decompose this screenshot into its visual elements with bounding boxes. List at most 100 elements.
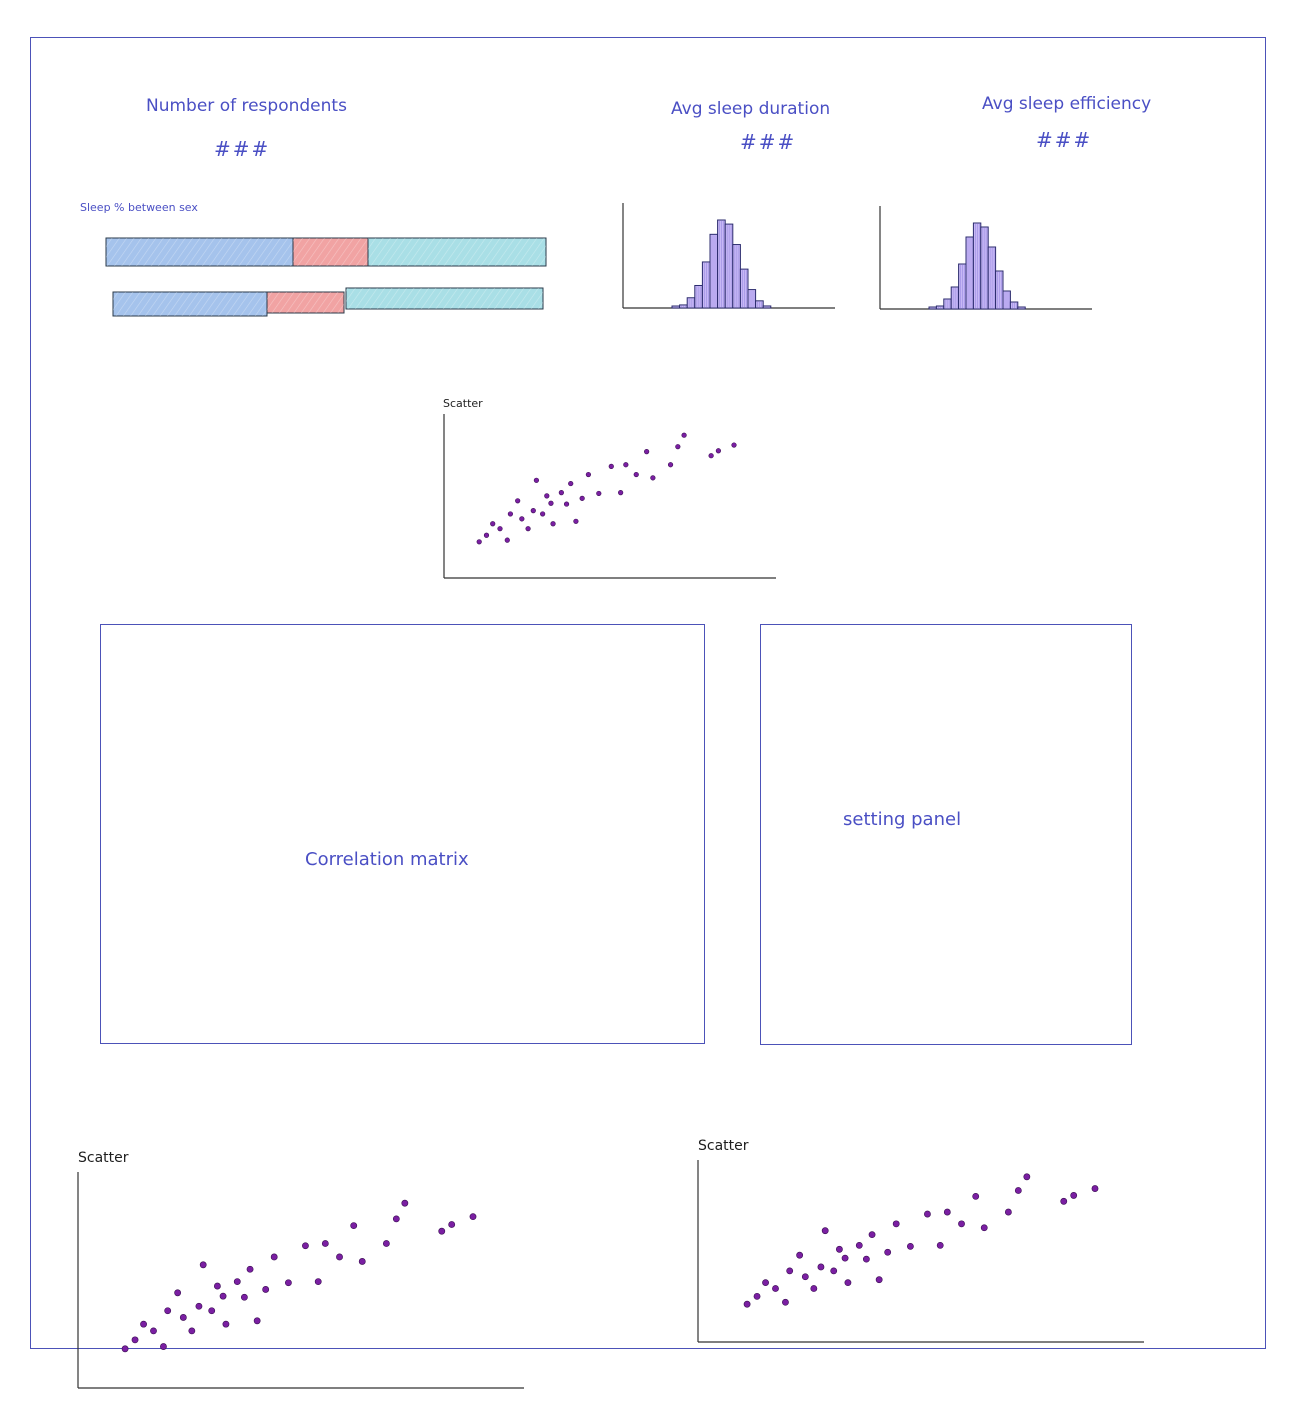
scatter-top-point (650, 475, 656, 481)
scatter-br-point (810, 1285, 818, 1292)
scatter-top-point (568, 480, 574, 487)
scatter-br-point (875, 1276, 883, 1284)
scatter-top-point (504, 537, 510, 543)
scatter-bl-point (253, 1317, 261, 1325)
scatter-bl-point (302, 1242, 309, 1250)
scatter-br-point (958, 1220, 965, 1228)
scatter-bl-point (469, 1213, 477, 1221)
scatter-top-point (667, 462, 674, 468)
scatter-bl-point (448, 1221, 456, 1228)
scatter-top-point (483, 532, 490, 538)
scatter-top-point (507, 511, 513, 517)
efficiency-hist-bar (1017, 306, 1026, 310)
scatter-bl-point (188, 1327, 196, 1335)
efficiency-hist-bar (928, 306, 937, 310)
scatter-bl-point (195, 1302, 203, 1310)
efficiency-hist-bar (1009, 301, 1019, 310)
scatter-top-point (530, 508, 536, 514)
kpi-sleep-efficiency-value: ### (1036, 128, 1093, 152)
scatter-br-point (830, 1267, 838, 1275)
scatter-bl-point (350, 1222, 358, 1229)
scatter-bl-point (233, 1278, 241, 1285)
scatter-bl-point (270, 1253, 278, 1261)
scatter-top-point (585, 471, 591, 478)
scatter-top-point (675, 444, 681, 450)
scatter-br-point (753, 1292, 761, 1300)
scatter-bl-point (164, 1307, 172, 1315)
scatter-br-point (980, 1224, 988, 1232)
scatter-top-point (476, 539, 482, 545)
scatter-br-point (1070, 1192, 1078, 1199)
duration-hist-bar (671, 305, 681, 309)
sex-bar-row-1 (105, 237, 547, 267)
scatter-bl-point (382, 1240, 390, 1247)
scatter-br-point (892, 1220, 900, 1228)
scatter-br-point (906, 1242, 914, 1250)
setting-panel[interactable]: setting panel (760, 624, 1132, 1045)
scatter-br-point (1060, 1197, 1068, 1205)
duration-hist-bar (755, 300, 764, 309)
scatter-top-point (548, 500, 554, 506)
sex-chart-title: Sleep % between sex (80, 201, 198, 214)
scatter-bl-point (131, 1336, 139, 1344)
scatter-top-title: Scatter (443, 397, 483, 410)
scatter-br-point (1014, 1187, 1022, 1194)
kpi-sleep-duration-value: ### (740, 130, 797, 154)
scatter-bl-point (174, 1289, 182, 1297)
scatter-br-point (786, 1267, 794, 1275)
scatter-br-point (943, 1208, 951, 1216)
scatter-top-point (708, 453, 714, 459)
scatter-br-point (1004, 1208, 1012, 1216)
kpi-sleep-duration-title: Avg sleep duration (671, 99, 831, 119)
sleep-efficiency-histogram (879, 206, 1092, 310)
scatter-bl-point (321, 1240, 329, 1247)
scatter-br-point (1091, 1185, 1099, 1192)
scatter-bl-point (208, 1307, 216, 1315)
scatter-top-point (515, 498, 521, 504)
scatter-br-point (844, 1279, 852, 1287)
scatter-bl-point (438, 1227, 446, 1235)
scatter-bl-point (150, 1327, 157, 1335)
scatter-top-point (579, 495, 585, 501)
scatter-br-point (835, 1245, 843, 1253)
correlation-matrix-panel[interactable]: Correlation matrix (100, 624, 705, 1044)
scatter-top-point (544, 493, 550, 499)
duration-hist-bar (739, 268, 749, 309)
efficiency-hist-bar (995, 270, 1004, 310)
scatter-bl-point (284, 1279, 292, 1287)
scatter-top-point (715, 448, 722, 454)
scatter-br-point (821, 1227, 829, 1235)
scatter-br-point (1023, 1173, 1031, 1181)
scatter-br-point (855, 1242, 863, 1249)
sleep-duration-histogram (622, 203, 835, 309)
duration-hist-bar (747, 289, 757, 309)
scatter-bl-point (140, 1320, 147, 1328)
scatter-top-point (540, 511, 546, 517)
scatter-bl-point (246, 1265, 254, 1273)
kpi-respondents-value: ### (214, 137, 271, 161)
scatter-br-point (924, 1210, 931, 1218)
kpi-sleep-efficiency-title: Avg sleep efficiency (982, 94, 1152, 114)
scatter-top-point (731, 442, 737, 448)
scatter-bottom-right-title: Scatter (698, 1138, 749, 1154)
scatter-top-point (596, 490, 602, 497)
scatter-bl-point (240, 1293, 248, 1301)
scatter-top-point (681, 432, 687, 438)
scatter-br-point (884, 1248, 892, 1256)
scatter-top-point (497, 526, 503, 532)
scatter-top-point (618, 489, 624, 496)
scatter-top-point (644, 448, 650, 455)
scatter-bl-point (222, 1320, 230, 1328)
scatter-bl-point (199, 1261, 207, 1269)
scatter-bottom-left-plot (77, 1172, 524, 1389)
scatter-top-point (533, 477, 539, 483)
scatter-bl-point (401, 1199, 409, 1207)
scatter-bl-point (358, 1258, 366, 1265)
scatter-bl-point (160, 1343, 167, 1350)
scatter-br-point (972, 1193, 980, 1200)
scatter-bottom-right-plot (697, 1160, 1144, 1343)
scatter-top-point (558, 489, 564, 496)
scatter-top-point (519, 516, 525, 522)
scatter-bl-point (179, 1314, 187, 1321)
